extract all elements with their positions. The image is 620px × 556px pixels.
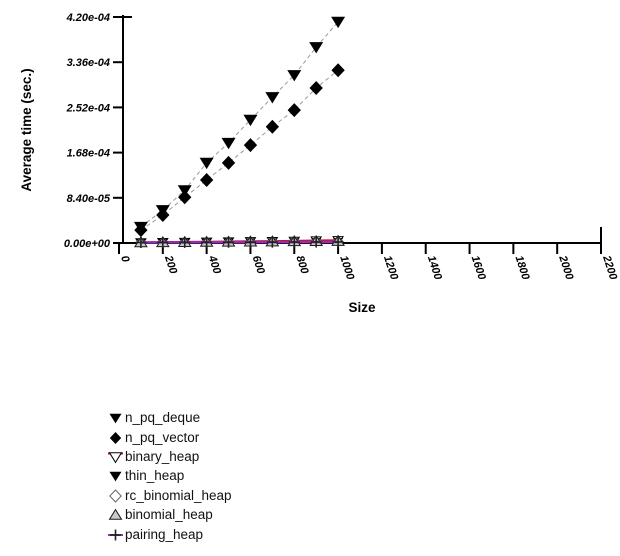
marker-diamond-icon [156, 208, 170, 223]
marker-diamond-icon [243, 138, 258, 153]
plot-layer: 0.00e+00 8.40e-05 1.68e-04 2.52e-04 3.36e-04… [64, 12, 620, 282]
x-tick-label: 1000 [337, 254, 356, 282]
marker-triangle-up-icon [108, 508, 123, 520]
x-tick-label: 200 [162, 253, 180, 276]
marker-diamond-icon [265, 119, 280, 134]
x-tick-label: 800 [293, 254, 310, 276]
marker-triangle-down-icon [221, 137, 236, 150]
marker-diamond-icon [134, 223, 148, 238]
series-line-n_pq_vector [140, 69, 339, 231]
marker-triangle-down-icon [309, 42, 324, 54]
x-tick-label: 400 [205, 253, 223, 276]
series-pairing_heap [135, 236, 344, 248]
legend-label: pairing_heap [125, 526, 204, 542]
series-line-n_pq_deque [140, 21, 339, 228]
x-tick-label: 1800 [513, 254, 532, 282]
x-tick-label: 2200 [600, 253, 620, 282]
marker-triangle-down-icon [199, 157, 214, 170]
series-n_pq_vector [134, 63, 345, 238]
marker-diamond-icon [309, 81, 323, 96]
marker-diamond-icon [109, 431, 122, 444]
series-n_pq_deque [133, 16, 346, 234]
x-tick-label: 1400 [425, 254, 444, 282]
legend-marker-tri-down-icon [109, 472, 122, 482]
marker-diamond-icon [109, 489, 122, 503]
marker-triangle-down-icon [243, 114, 258, 127]
legend-item-n_pq_deque: n_pq_deque [107, 408, 232, 427]
x-axis-title: Size [348, 300, 376, 315]
marker-diamond-icon [331, 63, 345, 78]
marker-triangle-down-icon [109, 413, 122, 424]
legend-label: n_pq_deque [125, 410, 201, 426]
y-tick-label: 4.20e-04 [66, 12, 110, 24]
marker-diamond-icon [178, 190, 192, 205]
legend-label: rc_binomial_heap [125, 487, 232, 503]
y-tick-label: 3.36e-04 [67, 57, 110, 69]
marker-triangle-down-icon [287, 70, 302, 82]
marker-triangle-down-icon [265, 92, 280, 104]
legend-marker-tri-up-icon [108, 508, 123, 520]
y-tick-label: 0.00e+00 [64, 238, 111, 250]
x-tick-label: 1200 [381, 254, 400, 282]
x-tick-label: 1600 [469, 254, 488, 282]
legend-label: thin_heap [125, 468, 185, 484]
legend-label: binary_heap [125, 448, 200, 464]
legend-item-binomial_heap: binomial_heap [107, 505, 232, 524]
legend-item-binary_heap: binary_heap [107, 447, 232, 466]
legend-item-thin_heap: thin_heap [107, 466, 232, 485]
chart-plot-area: 0.00e+00 8.40e-05 1.68e-04 2.52e-04 3.36e-04… [19, 12, 620, 315]
x-tick-label: 600 [250, 254, 267, 276]
legend-item-pairing_heap: pairing_heap [107, 524, 232, 543]
y-tick-label: 1.68e-04 [67, 148, 110, 160]
legend-marker-plus-icon [108, 529, 123, 541]
marker-diamond-icon [221, 155, 236, 170]
legend: n_pq_deque n_pq_vector binary_heap thin_hea… [107, 408, 232, 544]
legend-marker-diamond-icon [109, 431, 122, 444]
marker-triangle-down-icon [331, 16, 346, 29]
marker-triangle-down-icon [108, 452, 123, 464]
marker-diamond-icon [199, 173, 214, 188]
legend-item-rc_binomial_heap: rc_binomial_heap [107, 486, 232, 505]
x-tick-label: 2000 [556, 253, 576, 282]
legend-item-n_pq_vector: n_pq_vector [107, 427, 232, 446]
marker-triangle-down-icon [109, 472, 122, 482]
legend-marker-tri-down-icon [109, 413, 122, 424]
marker-diamond-icon [287, 103, 301, 118]
y-tick-label: 8.40e-05 [67, 193, 111, 205]
legend-marker-tri-down-icon [108, 452, 123, 464]
y-tick-label: 2.52e-04 [66, 102, 110, 114]
legend-label: binomial_heap [125, 507, 213, 523]
legend-marker-diamond-icon [109, 489, 122, 503]
x-tick-label: 0 [118, 254, 132, 264]
y-axis-title: Average time (sec.) [19, 68, 34, 191]
legend-label: n_pq_vector [125, 429, 200, 445]
